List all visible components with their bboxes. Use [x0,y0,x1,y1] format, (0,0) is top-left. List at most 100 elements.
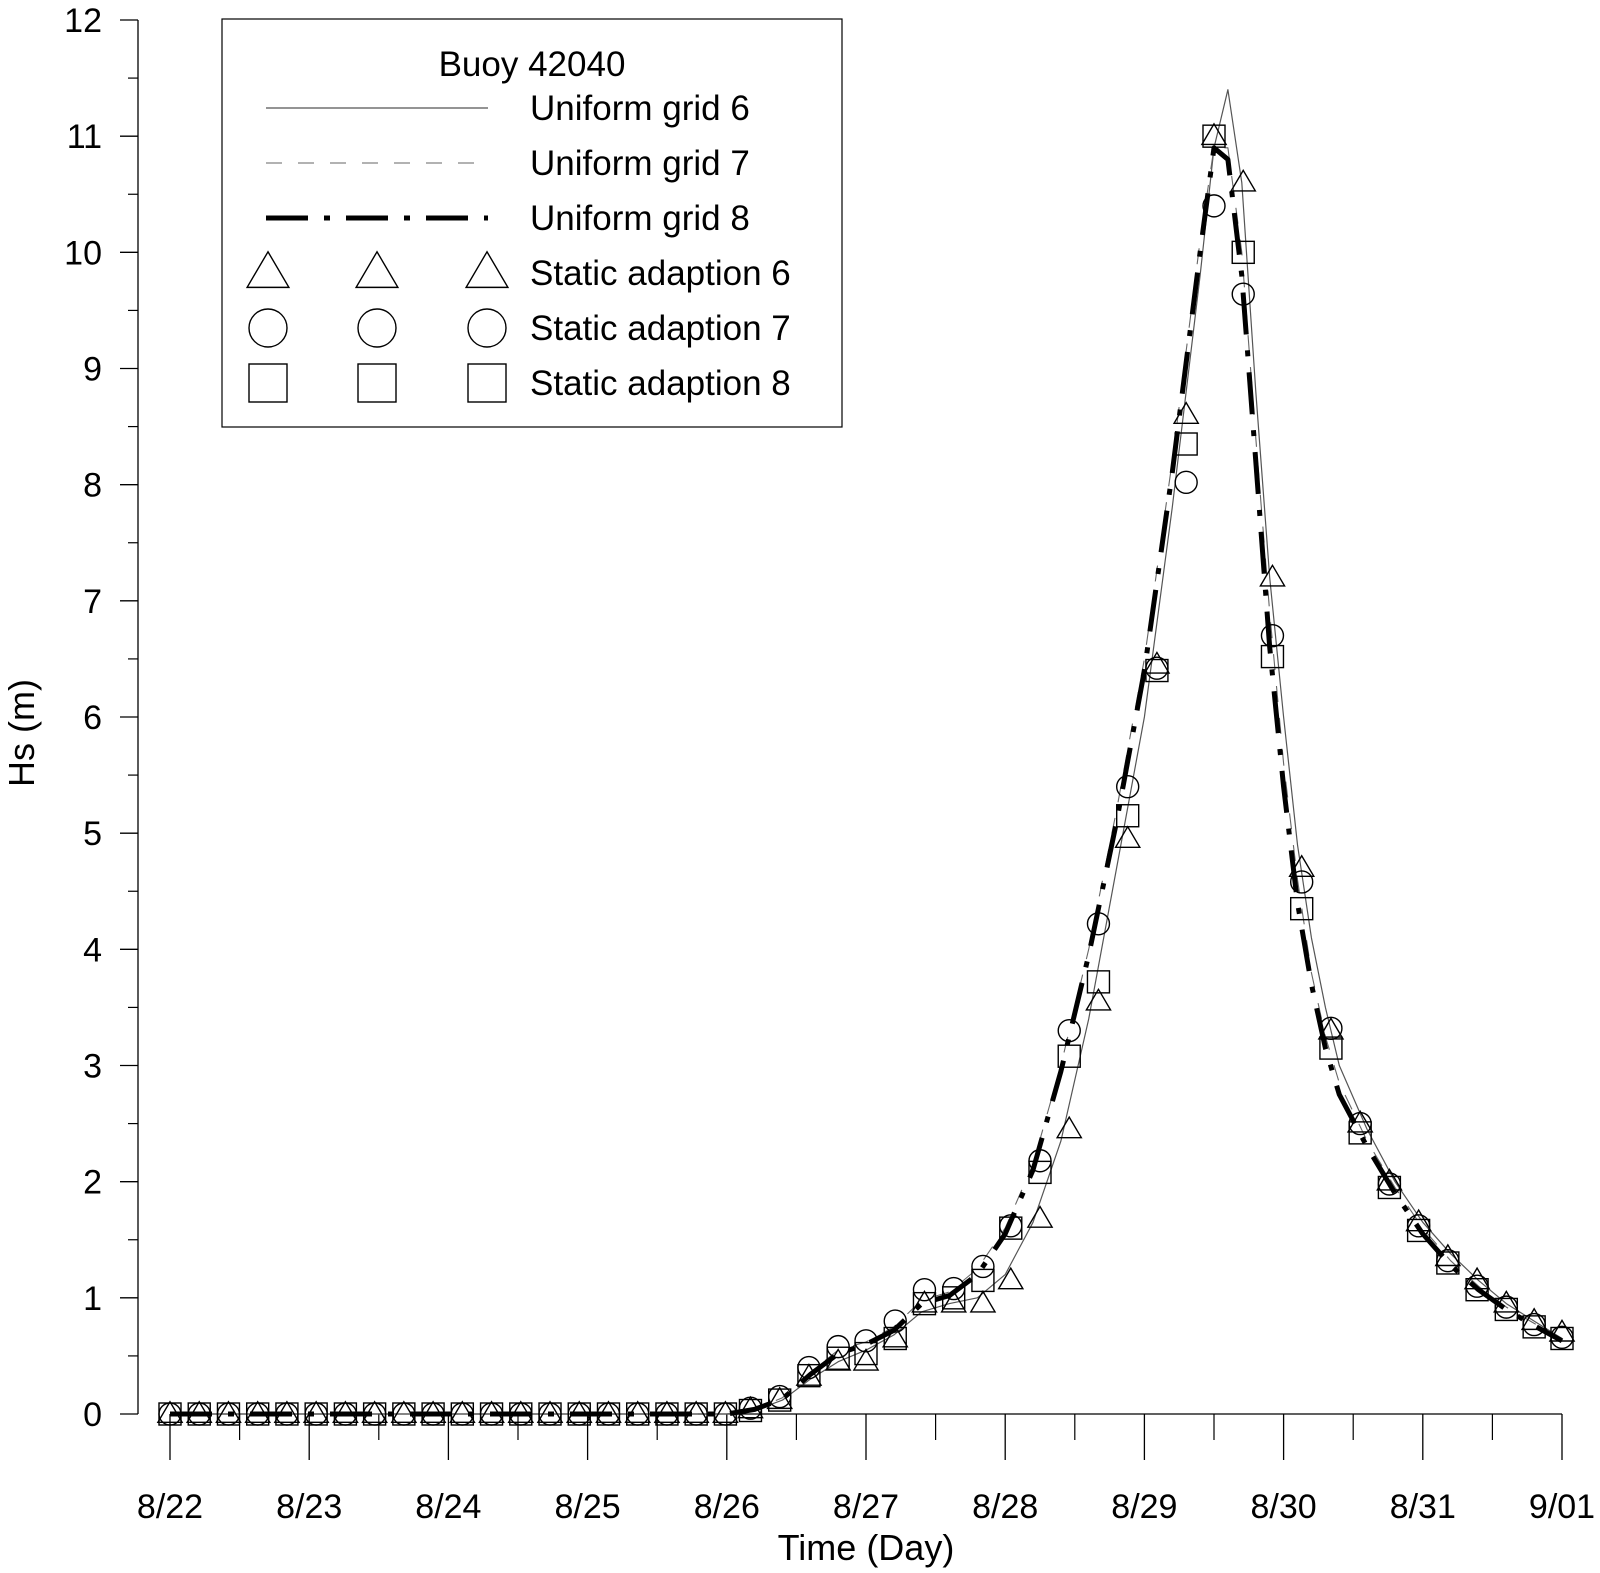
data-point-static-adaption-6 [448,1400,476,1424]
legend-marker-static-adaption-8 [467,363,507,403]
data-point-static-adaption-8 [1289,896,1314,921]
data-point-static-adaption-7 [1115,775,1140,799]
data-point-static-adaption-8 [509,1402,533,1426]
legend-label: Uniform grid 7 [530,144,750,183]
data-point-static-adaption-6 [273,1400,301,1424]
x-tick-label: 8/31 [1390,1488,1456,1526]
data-point-static-adaption-8 [567,1402,591,1426]
data-point-static-adaption-6 [185,1400,213,1424]
data-point-static-adaption-6 [766,1386,794,1410]
y-tick-label: 0 [83,1396,102,1434]
data-point-static-adaption-6 [997,1266,1025,1290]
data-point-static-adaption-8 [713,1402,738,1426]
data-point-static-adaption-8 [826,1346,850,1370]
data-point-static-adaption-8 [304,1402,328,1426]
y-tick-label: 6 [83,699,102,737]
data-point-static-adaption-8 [1377,1175,1402,1200]
data-point-static-adaption-8 [912,1291,937,1316]
data-point-static-adaption-6 [1288,854,1316,878]
data-point-static-adaption-8 [245,1402,270,1426]
data-point-static-adaption-8 [854,1341,878,1366]
data-point-static-adaption-6 [1143,651,1171,674]
data-point-static-adaption-8 [1494,1297,1519,1322]
data-point-static-adaption-6 [156,1400,184,1424]
legend-label: Static adaption 8 [530,364,791,403]
data-point-static-adaption-8 [1115,804,1140,828]
data-point-static-adaption-8 [1231,240,1255,265]
data-point-static-adaption-7 [1202,194,1226,218]
data-point-static-adaption-6 [624,1400,652,1424]
data-point-static-adaption-6 [1259,563,1286,587]
data-point-static-adaption-6 [1548,1319,1576,1342]
data-point-static-adaption-8 [1202,124,1226,148]
data-point-static-adaption-6 [478,1400,505,1424]
y-tick-label: 5 [83,815,102,853]
data-point-static-adaption-6 [595,1400,622,1424]
data-point-static-adaption-7 [883,1309,907,1333]
data-point-static-adaption-8 [684,1402,708,1426]
data-point-static-adaption-6 [419,1400,447,1424]
data-point-static-adaption-7 [1289,870,1314,894]
data-point-static-adaption-8 [1028,1160,1052,1185]
data-point-static-adaption-8 [626,1402,650,1426]
data-point-static-adaption-8 [596,1402,621,1426]
data-point-static-adaption-8 [1550,1326,1574,1351]
data-point-static-adaption-6 [565,1400,593,1424]
data-point-static-adaption-6 [332,1400,359,1424]
legend-label: Static adaption 6 [530,254,791,293]
data-point-static-adaption-7 [1057,1018,1081,1043]
x-tick-label: 8/28 [972,1488,1038,1526]
legend-label: Uniform grid 8 [530,199,750,238]
data-point-static-adaption-6 [1405,1208,1432,1232]
data-point-static-adaption-6 [1026,1205,1054,1228]
x-tick-label: 8/24 [415,1488,481,1526]
y-tick-label: 8 [83,467,102,505]
data-point-static-adaption-8 [392,1402,416,1426]
y-tick-label: 4 [83,931,102,969]
data-point-static-adaption-6 [1229,168,1257,192]
legend-label: Uniform grid 6 [530,89,750,128]
y-tick-label: 10 [64,234,102,272]
x-tick-label: 8/30 [1251,1488,1317,1526]
data-point-static-adaption-8 [1406,1218,1431,1243]
data-point-static-adaption-8 [1174,432,1198,456]
data-point-static-adaption-8 [333,1402,358,1426]
y-tick-label: 3 [83,1048,102,1086]
data-point-static-adaption-6 [1520,1307,1548,1331]
data-point-static-adaption-6 [361,1400,388,1424]
x-tick-label: 8/22 [137,1488,203,1526]
data-point-static-adaption-8 [1319,1036,1343,1060]
data-point-static-adaption-6 [1376,1168,1403,1191]
data-point-static-adaption-8 [738,1398,763,1423]
legend-marker-static-adaption-7 [467,308,507,348]
x-tick-label: 8/29 [1111,1488,1177,1526]
data-point-static-adaption-6 [1434,1243,1462,1267]
legend: Buoy 42040 Uniform grid 6 Uniform grid 7 U… [221,18,843,428]
y-axis-title: Hs (m) [1,679,42,787]
series-line-uniform-grid-8 [170,145,1564,1417]
legend-marker-static-adaption-6 [354,250,400,289]
data-point-static-adaption-8 [1260,644,1285,669]
data-point-static-adaption-6 [1114,825,1142,848]
data-point-static-adaption-6 [1492,1289,1520,1313]
data-point-static-adaption-6 [881,1324,909,1348]
x-tick-label: 8/27 [833,1488,899,1526]
x-axis-title: Time (Day) [778,1527,955,1568]
data-point-static-adaption-8 [767,1388,792,1412]
legend-marker-static-adaption-6 [245,250,291,289]
data-point-static-adaption-8 [450,1402,475,1426]
data-point-static-adaption-6 [215,1400,242,1424]
y-tick-label: 9 [83,351,102,389]
data-point-static-adaption-8 [883,1326,907,1351]
data-point-static-adaption-7 [854,1329,878,1353]
data-point-static-adaption-6 [682,1400,710,1424]
data-point-static-adaption-8 [1348,1121,1372,1145]
data-point-static-adaption-8 [971,1268,995,1293]
data-point-static-adaption-8 [275,1402,299,1426]
x-tick-label: 9/01 [1529,1488,1595,1526]
x-tick-label: 8/26 [694,1488,760,1526]
y-tick-label: 11 [67,118,102,156]
data-point-static-adaption-8 [1057,1044,1081,1068]
